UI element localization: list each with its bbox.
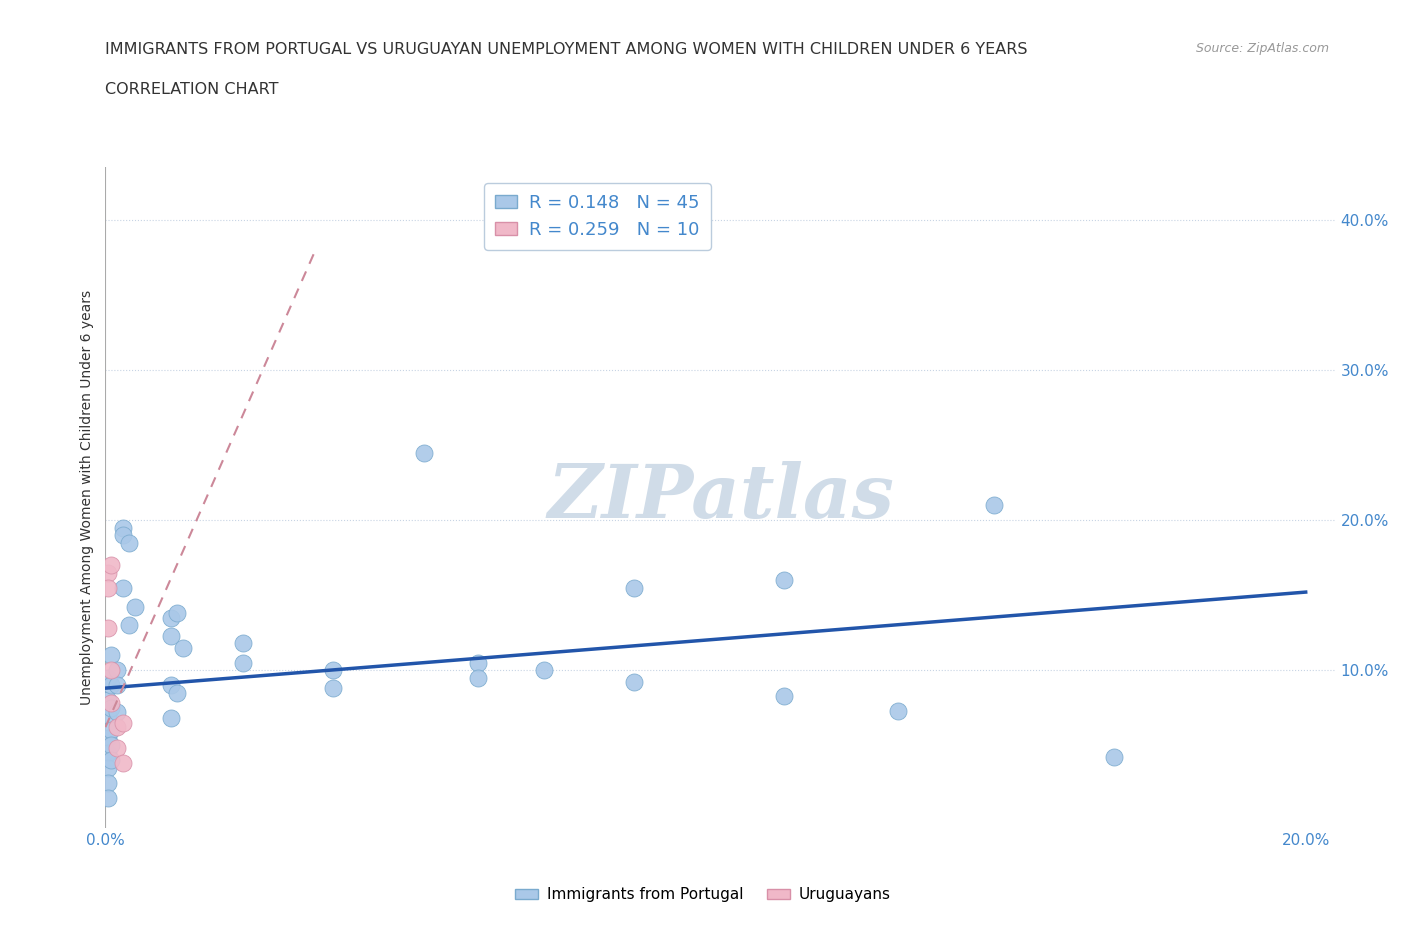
Point	[107, 663, 129, 678]
Legend: Immigrants from Portugal, Uruguayans: Immigrants from Portugal, Uruguayans	[509, 882, 897, 909]
Point	[97, 565, 120, 580]
Point	[97, 745, 120, 760]
Point	[97, 620, 120, 635]
Point	[1102, 750, 1125, 764]
Point	[166, 605, 188, 620]
Point	[97, 760, 120, 775]
Point	[886, 703, 908, 718]
Point	[118, 618, 141, 632]
Point	[97, 776, 120, 790]
Y-axis label: Unemployment Among Women with Children Under 6 years: Unemployment Among Women with Children U…	[80, 290, 94, 705]
Point	[107, 705, 129, 720]
Point	[112, 520, 135, 535]
Point	[100, 647, 122, 662]
Point	[166, 685, 188, 700]
Point	[124, 600, 146, 615]
Point	[112, 527, 135, 542]
Point	[107, 720, 129, 735]
Point	[160, 678, 183, 693]
Point	[100, 663, 122, 678]
Point	[772, 688, 794, 703]
Point	[623, 674, 645, 689]
Point	[97, 790, 120, 805]
Point	[97, 671, 120, 685]
Point	[160, 610, 183, 625]
Point	[112, 715, 135, 730]
Point	[100, 696, 122, 711]
Text: IMMIGRANTS FROM PORTUGAL VS URUGUAYAN UNEMPLOYMENT AMONG WOMEN WITH CHILDREN UND: IMMIGRANTS FROM PORTUGAL VS URUGUAYAN UN…	[105, 42, 1028, 57]
Point	[322, 681, 344, 696]
Point	[100, 558, 122, 573]
Point	[160, 628, 183, 643]
Text: CORRELATION CHART: CORRELATION CHART	[105, 82, 278, 97]
Point	[172, 640, 194, 655]
Point	[160, 711, 183, 725]
Point	[100, 700, 122, 715]
Point	[322, 663, 344, 678]
Point	[533, 663, 555, 678]
Text: ZIPatlas: ZIPatlas	[547, 461, 894, 534]
Point	[100, 723, 122, 737]
Point	[467, 656, 489, 671]
Point	[97, 708, 120, 723]
Point	[97, 730, 120, 745]
Point	[107, 740, 129, 755]
Point	[232, 656, 254, 671]
Point	[100, 678, 122, 693]
Point	[97, 580, 120, 595]
Text: Source: ZipAtlas.com: Source: ZipAtlas.com	[1195, 42, 1329, 55]
Point	[983, 498, 1005, 512]
Point	[112, 580, 135, 595]
Point	[112, 756, 135, 771]
Point	[118, 535, 141, 550]
Point	[232, 636, 254, 651]
Point	[623, 580, 645, 595]
Point	[97, 693, 120, 708]
Point	[100, 752, 122, 767]
Legend: R = 0.148   N = 45, R = 0.259   N = 10: R = 0.148 N = 45, R = 0.259 N = 10	[484, 183, 711, 250]
Point	[100, 737, 122, 752]
Point	[412, 445, 434, 460]
Point	[107, 678, 129, 693]
Point	[467, 671, 489, 685]
Point	[772, 573, 794, 588]
